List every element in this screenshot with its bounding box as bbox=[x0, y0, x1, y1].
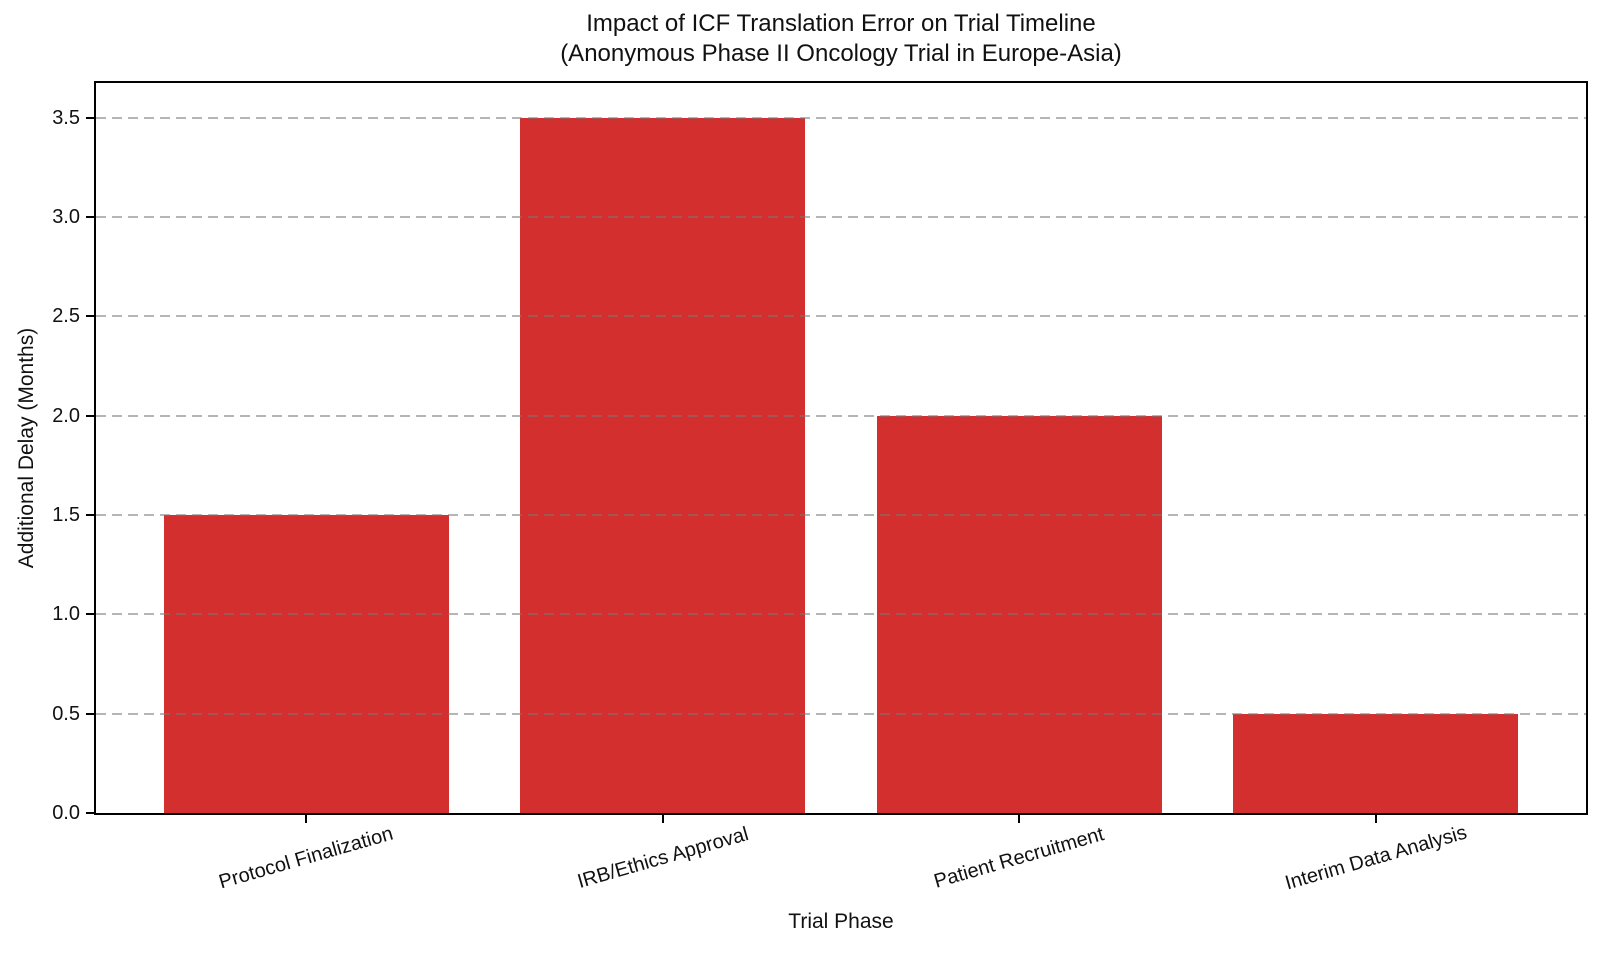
y-tick-label-3.5: 3.5 bbox=[52, 106, 80, 129]
y-tick-label-0.0: 0.0 bbox=[52, 802, 80, 824]
gridline-y-2 bbox=[96, 414, 1586, 417]
bar-protocol-finalization bbox=[163, 515, 449, 813]
chart-title: Impact of ICF Translation Error on Trial… bbox=[96, 9, 1586, 69]
y-tick-label-1.5: 1.5 bbox=[52, 504, 80, 527]
plot-area: 0.0 0.5 1.0 1.5 2.0 2.5 3.0 3.5 Protocol Finaliz… bbox=[52, 81, 1588, 894]
x-tick-label-irb-ethics-approval: IRB/Ethics Approval bbox=[574, 823, 751, 893]
y-tick-mark-0.5 bbox=[86, 712, 94, 715]
y-tick-label-3.0: 3.0 bbox=[52, 206, 80, 229]
chart-title-line1: Impact of ICF Translation Error on Trial… bbox=[586, 10, 1096, 37]
x-tick-label-interim-data-analysis: Interim Data Analysis bbox=[1282, 821, 1470, 895]
bar-interim-data-analysis bbox=[1233, 713, 1519, 813]
gridline-y-3-5 bbox=[96, 116, 1586, 119]
x-tick-label-patient-recruitment: Patient Recruitment bbox=[931, 823, 1107, 893]
x-tick-mark-patient-recruitment bbox=[1018, 813, 1021, 823]
x-tick-mark-irb-ethics-approval bbox=[661, 813, 664, 823]
y-tick-mark-3.0 bbox=[86, 216, 94, 219]
gridline-y-1 bbox=[96, 613, 1586, 616]
y-tick-mark-1.0 bbox=[86, 613, 94, 616]
bar-irb-ethics-approval bbox=[520, 117, 806, 813]
y-tick-mark-1.5 bbox=[86, 514, 94, 517]
x-axis-label: Trial Phase bbox=[788, 910, 894, 933]
gridline-y-2-5 bbox=[96, 315, 1586, 318]
y-tick-label-1.0: 1.0 bbox=[52, 603, 80, 626]
x-tick-label-protocol-finalization: Protocol Finalization bbox=[216, 822, 396, 894]
chart-title-line2: (Anonymous Phase II Oncology Trial in Eu… bbox=[560, 40, 1122, 67]
y-tick-label-2.5: 2.5 bbox=[52, 305, 80, 328]
x-tick-mark-protocol-finalization bbox=[305, 813, 308, 823]
x-tick-mark-interim-data-analysis bbox=[1374, 813, 1377, 823]
y-tick-label-0.5: 0.5 bbox=[52, 702, 80, 725]
gridline-y-1-5 bbox=[96, 514, 1586, 517]
y-tick-mark-2.0 bbox=[86, 414, 94, 417]
gridline-y-0-5 bbox=[96, 712, 1586, 715]
y-tick-mark-3.5 bbox=[86, 116, 94, 119]
y-tick-mark-0.0 bbox=[86, 812, 94, 814]
y-tick-label-2.0: 2.0 bbox=[52, 404, 80, 427]
y-axis-label: Additional Delay (Months) bbox=[15, 327, 38, 569]
gridline-y-3 bbox=[96, 216, 1586, 219]
y-tick-mark-2.5 bbox=[86, 315, 94, 318]
